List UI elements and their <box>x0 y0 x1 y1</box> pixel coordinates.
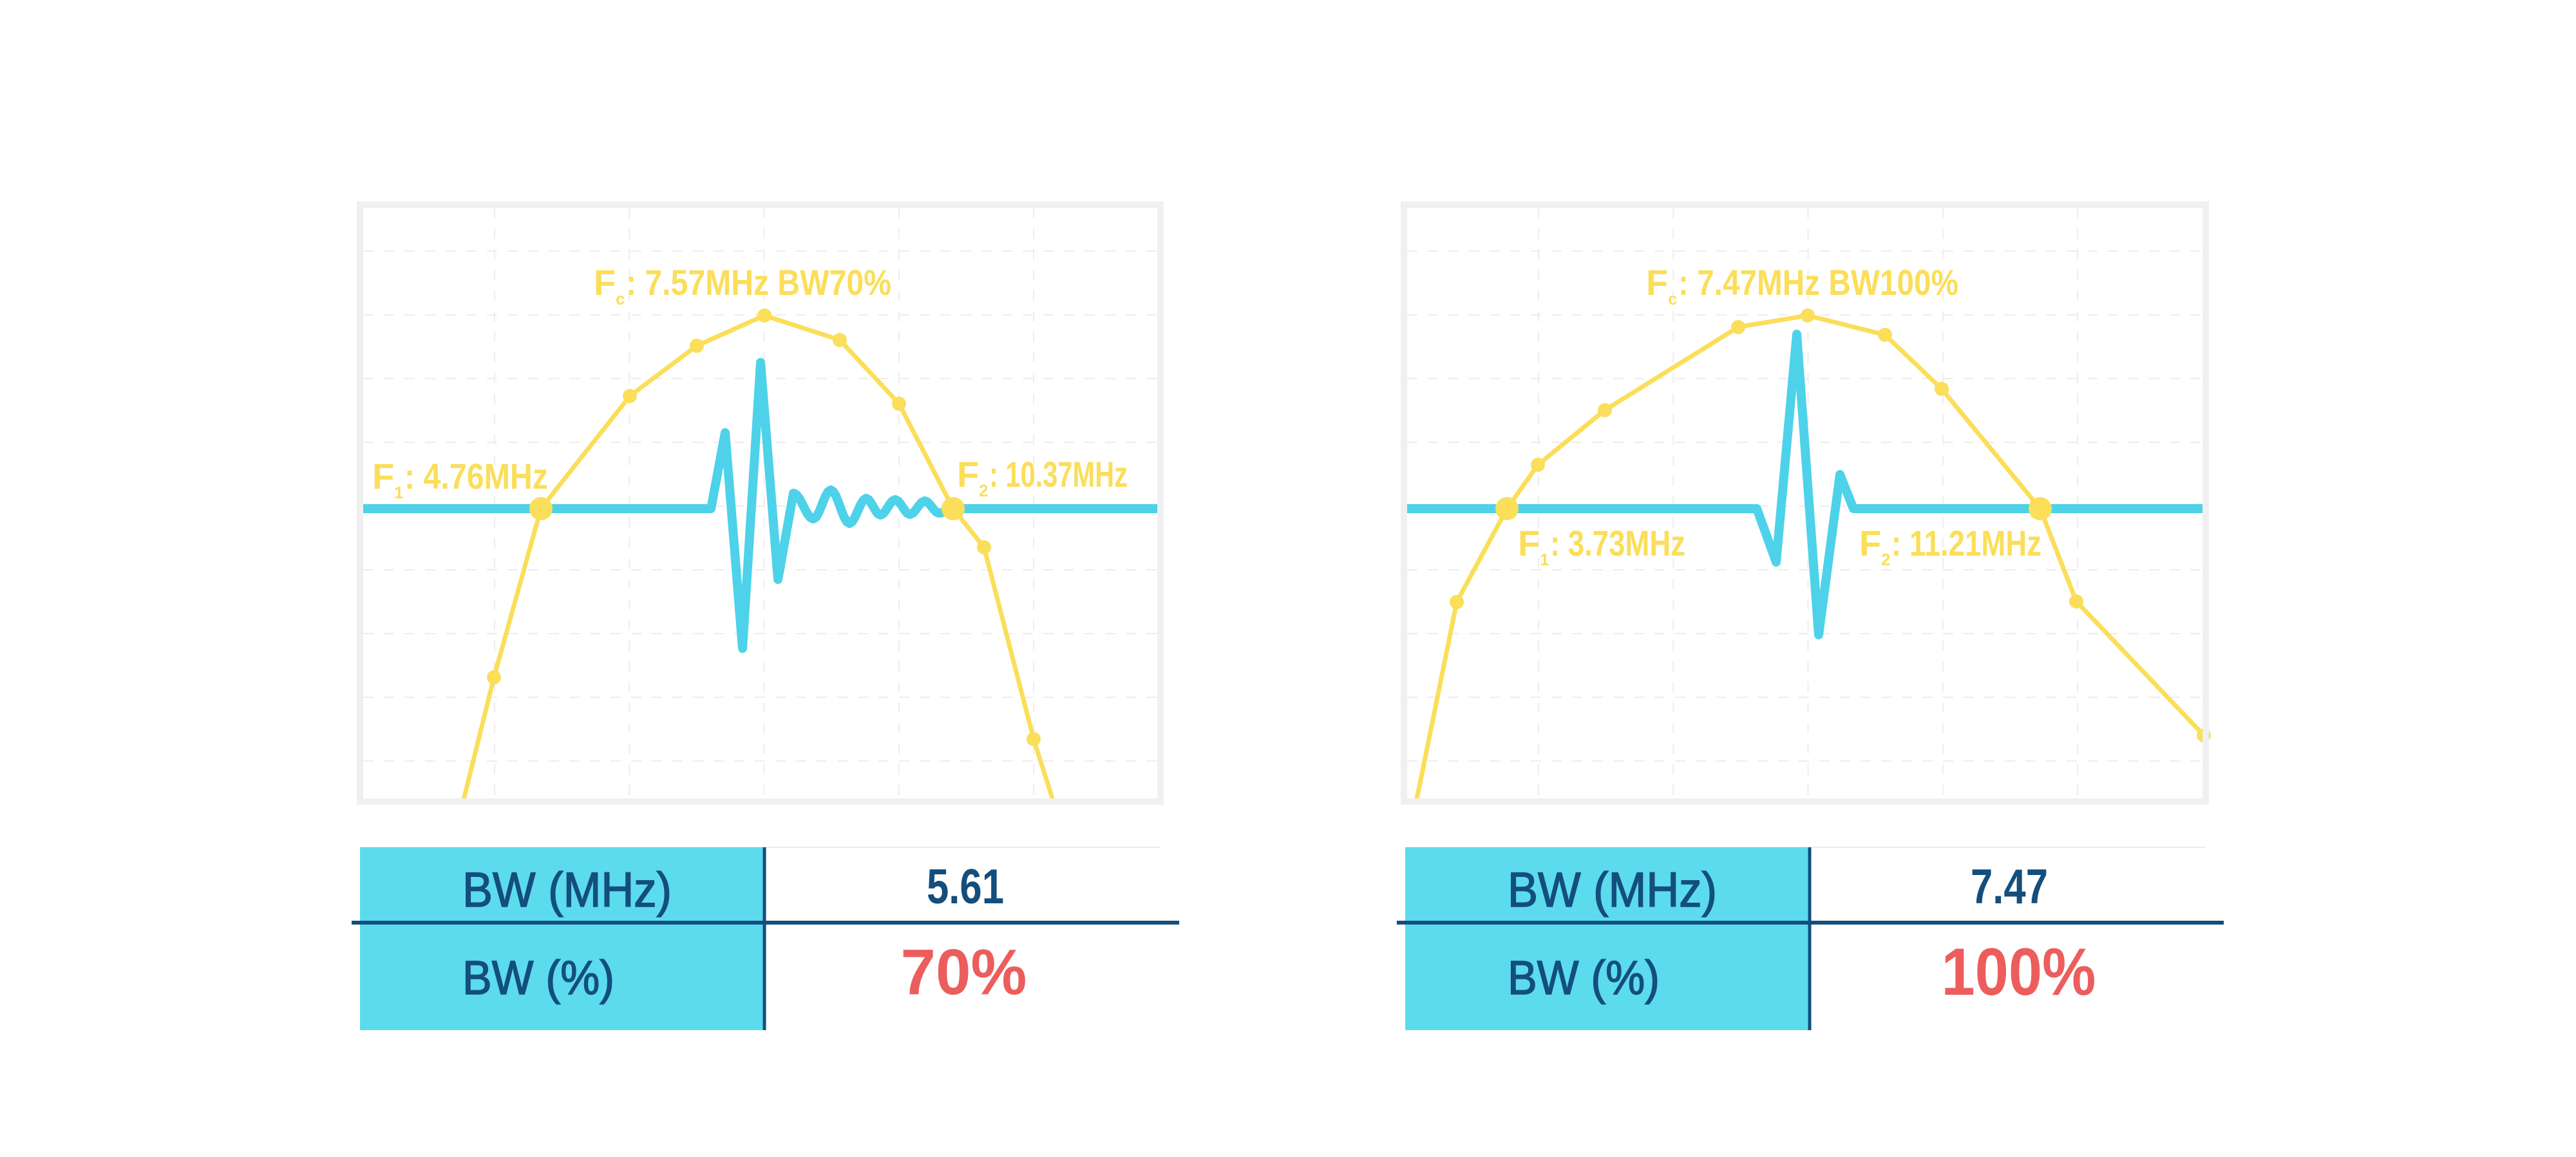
svg-text:F: F <box>1859 523 1881 563</box>
svg-text:: 4.76MHz: : 4.76MHz <box>404 456 548 496</box>
svg-text:F: F <box>594 262 616 303</box>
svg-text:BW (%): BW (%) <box>1508 951 1660 1004</box>
svg-text:1: 1 <box>394 483 403 502</box>
svg-text:: 7.57MHz BW70%: : 7.57MHz BW70% <box>626 262 891 303</box>
svg-text:5.61: 5.61 <box>927 860 1004 914</box>
svg-text:2: 2 <box>1881 550 1890 569</box>
svg-text:c: c <box>1668 289 1677 308</box>
svg-text:: 11.21MHz: : 11.21MHz <box>1891 523 2041 563</box>
svg-text:2: 2 <box>979 481 988 500</box>
svg-text:7.47: 7.47 <box>1971 860 2048 914</box>
svg-text:BW (MHz): BW (MHz) <box>462 863 672 917</box>
svg-text:: 3.73MHz: : 3.73MHz <box>1550 523 1685 563</box>
svg-text:F: F <box>1518 523 1540 563</box>
svg-text:1: 1 <box>1540 550 1549 569</box>
svg-text:70%: 70% <box>901 936 1027 1008</box>
svg-text:BW (%): BW (%) <box>462 951 614 1004</box>
svg-text:c: c <box>616 289 625 308</box>
svg-text:F: F <box>372 456 394 496</box>
svg-text:F: F <box>1646 262 1668 303</box>
svg-text:F: F <box>957 454 979 494</box>
svg-text:: 10.37MHz: : 10.37MHz <box>989 454 1128 494</box>
svg-text:100%: 100% <box>1942 935 2096 1010</box>
svg-text:BW (MHz): BW (MHz) <box>1508 863 1717 917</box>
svg-text:: 7.47MHz BW100%: : 7.47MHz BW100% <box>1678 262 1958 303</box>
